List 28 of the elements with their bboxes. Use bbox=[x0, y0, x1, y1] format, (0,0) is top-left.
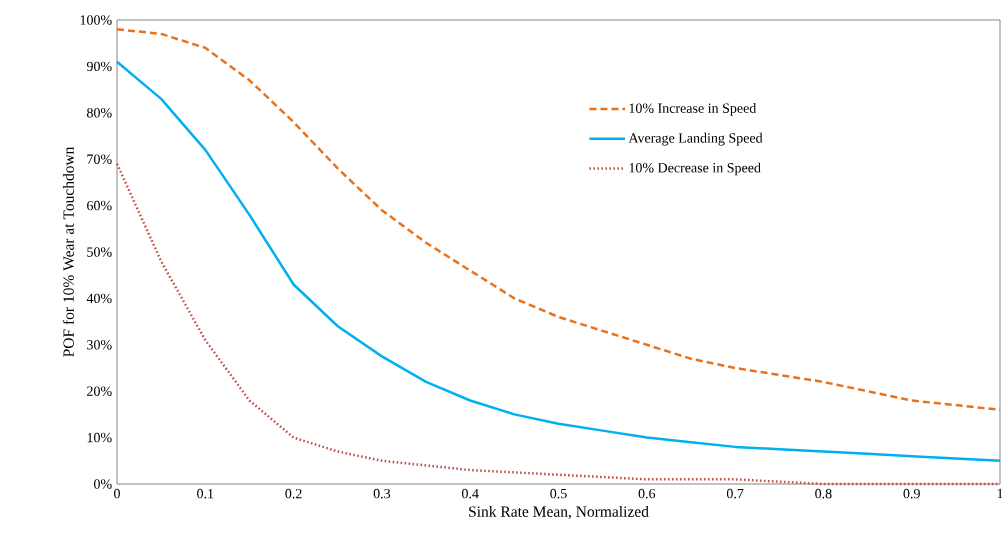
legend-label: 10% Increase in Speed bbox=[629, 103, 757, 116]
x-tick-label: 0.7 bbox=[726, 488, 744, 499]
x-tick-label: 0.6 bbox=[638, 488, 656, 499]
legend-label: Average Landing Speed bbox=[628, 132, 763, 146]
y-tick-label: 50% bbox=[87, 247, 112, 257]
x-tick-label: 0.2 bbox=[285, 488, 302, 499]
x-tick-label: 0.3 bbox=[373, 488, 391, 499]
y-tick-label: 20% bbox=[87, 386, 112, 396]
x-tick-label: 0.8 bbox=[815, 488, 832, 499]
y-tick-label: 70% bbox=[87, 154, 112, 164]
y-tick-label: 0% bbox=[94, 479, 112, 489]
x-tick-label: 0.9 bbox=[903, 488, 920, 499]
y-axis-title: POF for 10% Wear at Touchdown bbox=[62, 146, 74, 357]
line-series bbox=[115, 60, 1002, 463]
y-tick-label: 80% bbox=[87, 108, 112, 118]
x-tick-label: 0.5 bbox=[550, 488, 567, 499]
x-tick-label: 0.1 bbox=[197, 488, 214, 499]
x-tick-label: 0 bbox=[114, 488, 120, 499]
x-axis-title: Sink Rate Mean, Normalized bbox=[469, 505, 649, 520]
x-tick-label: 1 bbox=[997, 488, 1002, 499]
y-tick-label: 10% bbox=[87, 432, 112, 443]
y-tick-label: 40% bbox=[86, 293, 112, 304]
x-tick-label: 0.4 bbox=[461, 488, 479, 499]
y-tick-label: 30% bbox=[87, 340, 112, 350]
y-tick-label: 90% bbox=[86, 61, 112, 72]
y-tick-label: 60% bbox=[87, 200, 112, 211]
y-tick-label: 100% bbox=[80, 15, 112, 25]
legend-label: 10% Decrease in Speed bbox=[629, 162, 761, 176]
